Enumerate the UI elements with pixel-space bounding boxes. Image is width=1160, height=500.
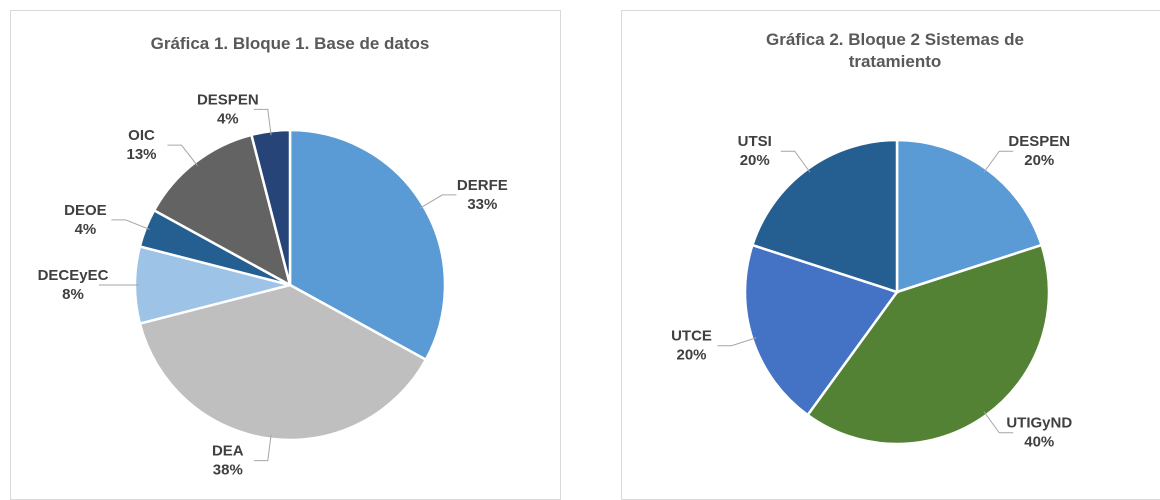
data-label-value: 13% — [126, 146, 156, 163]
data-label-value: 33% — [467, 196, 497, 213]
data-label-name: UTSI — [738, 133, 772, 150]
leader-line — [983, 411, 1014, 434]
data-label-name: UTCE — [671, 328, 712, 345]
leader-line — [253, 108, 272, 136]
data-label-name: DESPEN — [197, 91, 259, 108]
data-label-name: DESPEN — [1008, 133, 1070, 150]
data-label-value: 4% — [75, 221, 97, 238]
data-label-value: 20% — [740, 152, 770, 169]
leader-line — [111, 219, 150, 230]
data-label-name: UTIGyND — [1006, 415, 1072, 432]
data-label-name: OIC — [128, 127, 155, 144]
chart-title: Gráfica 1. Bloque 1. Base de datos — [150, 34, 430, 53]
data-label-value: 8% — [62, 286, 84, 303]
leader-line — [167, 144, 198, 166]
leader-line — [780, 150, 811, 173]
data-label-value: 4% — [217, 110, 239, 127]
data-label-name: DECEyEC — [38, 267, 109, 284]
leader-line — [717, 337, 757, 347]
data-label-value: 38% — [213, 462, 243, 479]
chart-title: Gráfica 2. Bloque 2 Sistemas de tratamie… — [766, 30, 1024, 71]
leader-line — [253, 434, 272, 462]
leader-line — [983, 150, 1014, 173]
data-label-name: DEOE — [64, 202, 107, 219]
data-label-value: 40% — [1024, 434, 1054, 451]
data-label-value: 20% — [677, 347, 707, 364]
data-label-name: DEA — [212, 443, 244, 460]
leader-line — [419, 194, 457, 209]
data-label-name: DERFE — [457, 177, 508, 194]
data-label-value: 20% — [1024, 152, 1054, 169]
